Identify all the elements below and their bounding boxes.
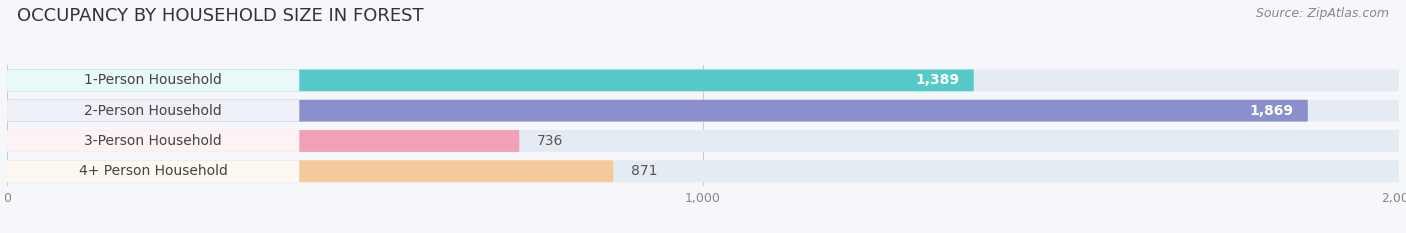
- Text: Source: ZipAtlas.com: Source: ZipAtlas.com: [1256, 7, 1389, 20]
- FancyBboxPatch shape: [7, 69, 974, 91]
- FancyBboxPatch shape: [7, 100, 1308, 122]
- FancyBboxPatch shape: [7, 160, 613, 182]
- Text: 1,389: 1,389: [915, 73, 960, 87]
- Text: 4+ Person Household: 4+ Person Household: [79, 164, 228, 178]
- FancyBboxPatch shape: [7, 100, 1399, 122]
- FancyBboxPatch shape: [7, 69, 1399, 91]
- Text: 1-Person Household: 1-Person Household: [84, 73, 222, 87]
- Text: 2-Person Household: 2-Person Household: [84, 104, 222, 118]
- FancyBboxPatch shape: [7, 130, 519, 152]
- Text: OCCUPANCY BY HOUSEHOLD SIZE IN FOREST: OCCUPANCY BY HOUSEHOLD SIZE IN FOREST: [17, 7, 423, 25]
- Text: 736: 736: [537, 134, 562, 148]
- FancyBboxPatch shape: [7, 130, 299, 152]
- FancyBboxPatch shape: [7, 69, 299, 91]
- FancyBboxPatch shape: [7, 100, 299, 122]
- FancyBboxPatch shape: [7, 160, 1399, 182]
- Text: 3-Person Household: 3-Person Household: [84, 134, 222, 148]
- Text: 871: 871: [631, 164, 657, 178]
- FancyBboxPatch shape: [7, 160, 299, 182]
- FancyBboxPatch shape: [7, 130, 1399, 152]
- Text: 1,869: 1,869: [1250, 104, 1294, 118]
